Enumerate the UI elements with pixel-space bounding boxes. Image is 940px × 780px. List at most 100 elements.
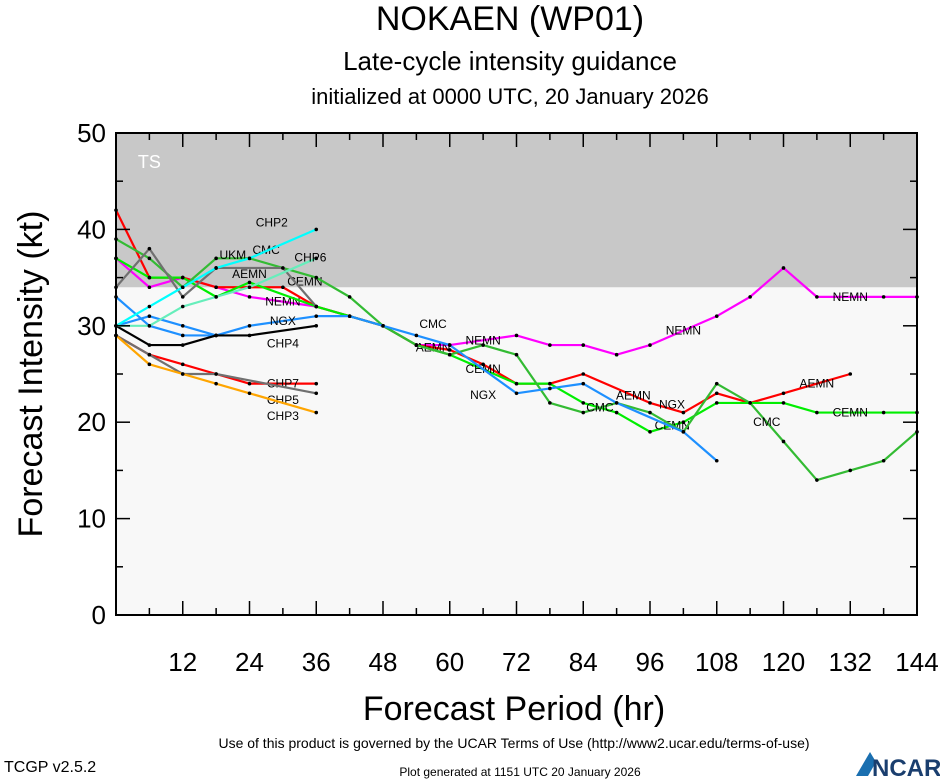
data-point — [815, 295, 819, 299]
data-point — [247, 391, 252, 396]
series-line — [115, 296, 217, 337]
series-label: AEMN — [616, 389, 651, 403]
chart-title: NOKAEN (WP01) — [376, 0, 644, 38]
data-point — [581, 410, 586, 415]
band-ts — [116, 133, 917, 288]
x-tick-label: 84 — [569, 647, 598, 677]
data-point — [414, 343, 419, 347]
data-point — [147, 324, 152, 328]
data-point — [815, 478, 819, 482]
data-point — [781, 401, 786, 405]
x-tick-label: 36 — [302, 647, 331, 677]
data-point — [581, 343, 586, 347]
data-point — [714, 391, 719, 396]
series-label: CHP2 — [256, 216, 288, 230]
x-tick-label: 72 — [502, 647, 531, 677]
data-point — [481, 343, 485, 347]
data-point — [180, 333, 185, 338]
data-point — [781, 266, 786, 270]
data-point — [314, 275, 319, 280]
y-tick-label: 40 — [77, 214, 106, 244]
data-point — [381, 324, 385, 328]
init-time: initialized at 0000 UTC, 20 January 2026 — [311, 84, 708, 109]
series-line — [115, 247, 318, 308]
data-point — [648, 343, 652, 347]
data-point — [147, 256, 152, 261]
x-tick-label: 144 — [895, 647, 938, 677]
x-tick-label: 120 — [762, 647, 805, 677]
data-point — [714, 314, 719, 318]
data-point — [314, 256, 319, 261]
x-tick-label: 48 — [369, 647, 398, 677]
series-ngx: NGX NGX NGX — [114, 314, 719, 463]
data-point — [147, 343, 152, 347]
series-line — [115, 315, 718, 462]
data-point — [581, 381, 586, 386]
data-point — [447, 343, 452, 347]
series-chp6: CHP6 — [114, 250, 327, 328]
chart-subtitle: Late-cycle intensity guidance — [343, 46, 677, 76]
data-point — [214, 333, 218, 338]
data-point — [147, 275, 152, 280]
series-label: CHP4 — [267, 337, 299, 351]
series-label: AEMN — [800, 377, 835, 391]
data-point — [614, 401, 619, 405]
data-point — [314, 391, 319, 396]
data-point — [548, 381, 552, 386]
data-point — [714, 458, 719, 463]
data-point — [815, 410, 819, 415]
data-point — [514, 381, 519, 386]
series-label: CHP6 — [294, 250, 326, 264]
data-point — [247, 285, 252, 290]
x-tick-label: 96 — [636, 647, 665, 677]
series-label: CEMN — [833, 406, 868, 420]
series-line — [115, 257, 917, 433]
data-point — [414, 333, 419, 338]
ncar-logo-mark — [856, 752, 876, 776]
data-point — [247, 324, 252, 328]
series-label: CHP3 — [267, 409, 299, 423]
data-point — [681, 410, 686, 415]
generated-text: Plot generated at 1151 UTC 20 January 20… — [399, 765, 641, 779]
data-point — [147, 362, 152, 367]
series-label: NGX — [659, 397, 685, 411]
series-chp3: CHP3 — [114, 333, 319, 423]
series-label: CMC — [419, 317, 447, 331]
data-point — [748, 295, 752, 299]
data-point — [347, 314, 352, 318]
data-point — [314, 410, 319, 415]
data-point — [581, 401, 586, 405]
data-point — [314, 314, 319, 318]
data-point — [581, 372, 586, 376]
data-point — [648, 401, 652, 405]
data-point — [180, 304, 185, 309]
data-point — [147, 285, 152, 290]
data-point — [648, 410, 652, 415]
data-point — [214, 266, 218, 270]
series-label: NEMN — [265, 295, 300, 309]
data-point — [347, 295, 352, 299]
data-point — [214, 381, 218, 386]
series-label: AEMN — [232, 267, 267, 281]
data-point — [147, 246, 152, 251]
data-point — [614, 410, 619, 415]
data-point — [314, 381, 319, 386]
series-line — [115, 238, 918, 482]
data-point — [848, 468, 853, 473]
series-label: NEMN — [833, 290, 868, 304]
series-label: AEMN — [416, 340, 451, 354]
y-tick-label: 30 — [77, 311, 106, 341]
data-point — [848, 372, 853, 376]
data-point — [314, 304, 319, 309]
x-tick-label: 132 — [829, 647, 872, 677]
data-point — [548, 386, 552, 391]
terms-text: Use of this product is governed by the U… — [218, 735, 809, 751]
data-point — [714, 381, 719, 386]
ncar-logo-text: NCAR — [872, 755, 940, 780]
series-label: CMC — [753, 415, 781, 429]
data-point — [180, 295, 185, 299]
ncar-logo: NCAR — [856, 752, 940, 780]
data-point — [781, 391, 786, 396]
data-point — [180, 372, 185, 376]
